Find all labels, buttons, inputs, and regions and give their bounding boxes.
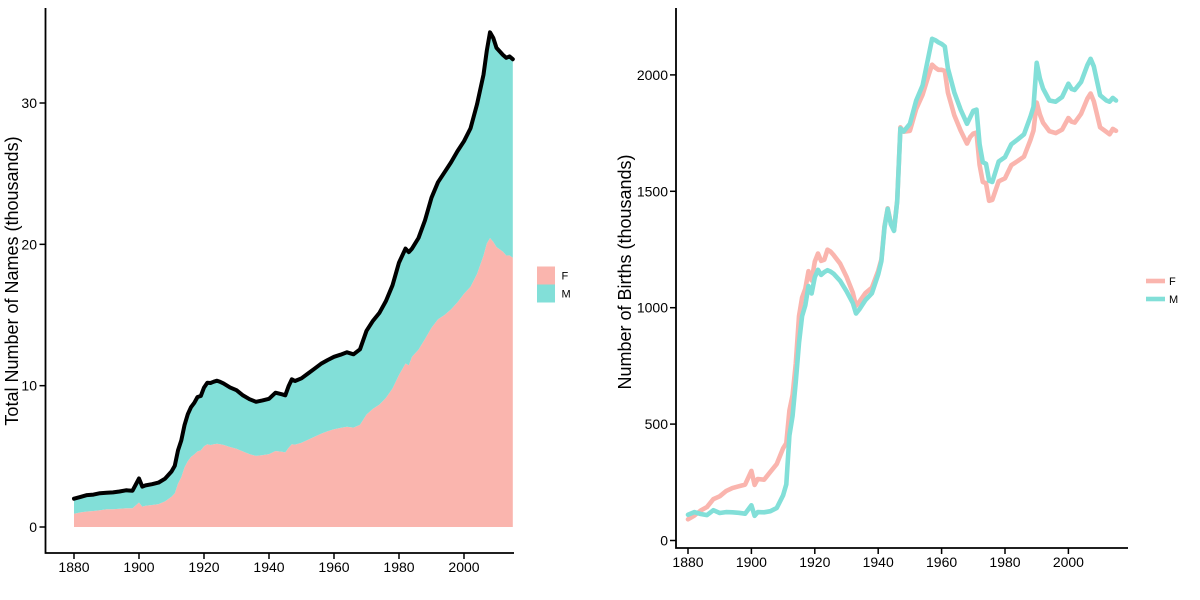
right-y-axis-title: Number of Births (thousands): [615, 154, 635, 389]
y-tick-label: 0: [660, 533, 668, 549]
axis-lines: [675, 8, 1128, 549]
x-tick-label: 1960: [926, 554, 957, 570]
legend-swatch-m: [1146, 296, 1165, 302]
births-chart-plot: 0 500 1000 1500 2000 1880 1900 1920 1940 1960 1980…: [637, 8, 1178, 570]
legend-label-f: F: [562, 271, 569, 283]
x-tick-label: 1940: [863, 554, 894, 570]
legend-label-m: M: [562, 289, 571, 301]
y-tick-label: 20: [21, 236, 37, 252]
y-tick-label: 500: [645, 416, 669, 432]
area-m: [74, 32, 513, 514]
x-tick-label: 1920: [799, 554, 830, 570]
legend-label-f: F: [1169, 276, 1176, 288]
x-tick-label: 1900: [736, 554, 767, 570]
line-m: [685, 36, 1119, 519]
y-tick-label: 30: [21, 95, 37, 111]
x-tick-label: 1880: [672, 554, 703, 570]
x-tick-label: 1940: [253, 559, 284, 575]
left-y-axis-title: Total Number of Names (thousands): [2, 136, 22, 425]
x-tick-label: 2000: [1053, 554, 1084, 570]
births-line-chart: Number of Births (thousands) 0 500 1000 150…: [615, 8, 1178, 570]
x-tick-label: 1900: [123, 559, 154, 575]
names-area-chart: Total Number of Names (thousands) 0 10 20 3…: [2, 8, 571, 575]
x-tick-label: 1980: [989, 554, 1020, 570]
legend-swatch-f: [537, 266, 555, 285]
y-tick-label: 1500: [637, 183, 668, 199]
y-tick-label: 0: [29, 519, 37, 535]
total-line: [72, 30, 515, 501]
x-tick-label: 1960: [318, 559, 349, 575]
x-tick-label: 1880: [58, 559, 89, 575]
x-tick-label: 1920: [188, 559, 219, 575]
y-tick-label: 1000: [637, 300, 668, 316]
y-tick-label: 2000: [637, 67, 668, 83]
legend-swatch-f: [1146, 278, 1165, 284]
x-tick-label: 2000: [448, 559, 479, 575]
names-chart-plot: 0 10 20 30 1880 1900 1920 1940 1960 1980 2000 FM: [21, 8, 571, 575]
legend-label-m: M: [1169, 294, 1178, 306]
legend-swatch-m: [537, 284, 555, 303]
x-tick-label: 1980: [383, 559, 414, 575]
area-f: [74, 238, 513, 527]
y-tick-label: 10: [21, 378, 37, 394]
axis-lines: [44, 8, 514, 554]
